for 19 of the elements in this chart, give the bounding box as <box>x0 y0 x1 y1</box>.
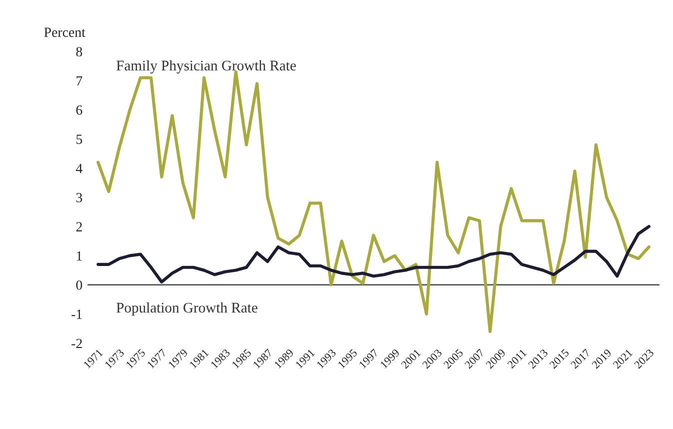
y-axis-title: Percent <box>44 28 86 37</box>
y-tick-label: 1 <box>76 251 82 261</box>
series-label: Family Physician Growth Rate <box>116 60 296 74</box>
y-tick-label: 0 <box>76 280 82 290</box>
x-tick-label: 1981 <box>189 348 210 369</box>
y-tick-label: 4 <box>76 164 82 173</box>
y-tick-label: 8 <box>76 47 82 56</box>
y-tick-label: -1 <box>72 310 82 319</box>
x-tick-label: 1971 <box>83 348 104 369</box>
x-tick-label: 2011 <box>506 348 527 369</box>
y-tick-label: 5 <box>76 134 82 144</box>
line-series <box>96 224 650 284</box>
y-tick-label: 7 <box>76 76 82 86</box>
text: Population Growth Rate <box>116 302 258 316</box>
y-tick-label: -2 <box>72 338 82 348</box>
x-tick-label: 1991 <box>295 348 316 369</box>
y-tick-label: 2 <box>76 222 82 232</box>
y-tick-label: 3 <box>76 192 82 202</box>
y-tick-label: 6 <box>76 105 82 115</box>
